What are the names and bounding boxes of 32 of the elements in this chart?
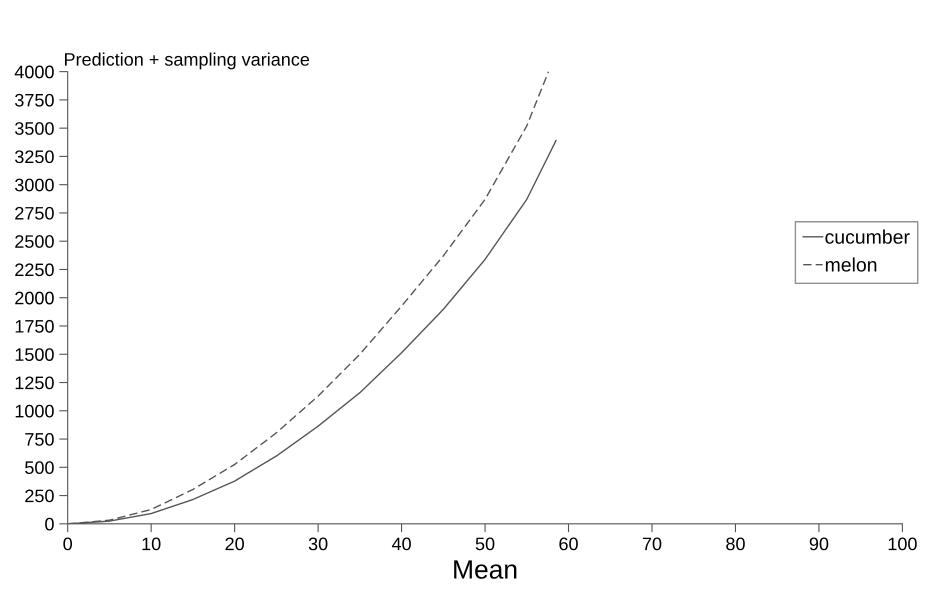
y-tick-label: 1250 [16, 376, 54, 390]
y-tick-label: 2750 [15, 206, 54, 220]
y-tick-label: 2000 [15, 292, 54, 304]
x-tick-label: 50 [476, 538, 494, 550]
y-tick-label: 0 [45, 518, 54, 531]
y-tick-label: 3250 [15, 150, 54, 164]
y-axis-title: Prediction + sampling variance [64, 52, 310, 70]
legend-label: cucumber [825, 230, 910, 244]
y-tick-label: 1000 [16, 404, 54, 418]
y-tick-label: 2250 [15, 263, 54, 276]
y-tick-label: 4000 [14, 66, 54, 78]
x-tick-label: 30 [308, 538, 328, 550]
x-tick-label: 40 [392, 538, 411, 550]
x-tick-label: 70 [642, 538, 662, 550]
y-tick-label: 3000 [15, 178, 54, 192]
x-tick-label: 0 [63, 538, 72, 550]
y-tick-label: 1750 [16, 320, 54, 333]
y-tick-label: 1500 [16, 348, 54, 361]
x-tick-label: 60 [559, 538, 578, 550]
x-tick-label: 10 [142, 538, 160, 550]
x-tick-label: 20 [225, 538, 244, 550]
y-tick-label: 2500 [15, 235, 54, 248]
y-tick-label: 500 [25, 461, 54, 474]
x-tick-label: 90 [810, 538, 828, 550]
y-tick-label: 3500 [15, 122, 54, 135]
y-tick-label: 250 [25, 490, 54, 502]
y-tick-label: 3750 [15, 94, 54, 107]
legend-label: melon [826, 257, 876, 272]
x-tick-label: 80 [726, 538, 745, 550]
x-axis-title: Mean [454, 560, 516, 579]
x-tick-label: 100 [888, 538, 917, 550]
y-tick-label: 750 [25, 432, 54, 446]
